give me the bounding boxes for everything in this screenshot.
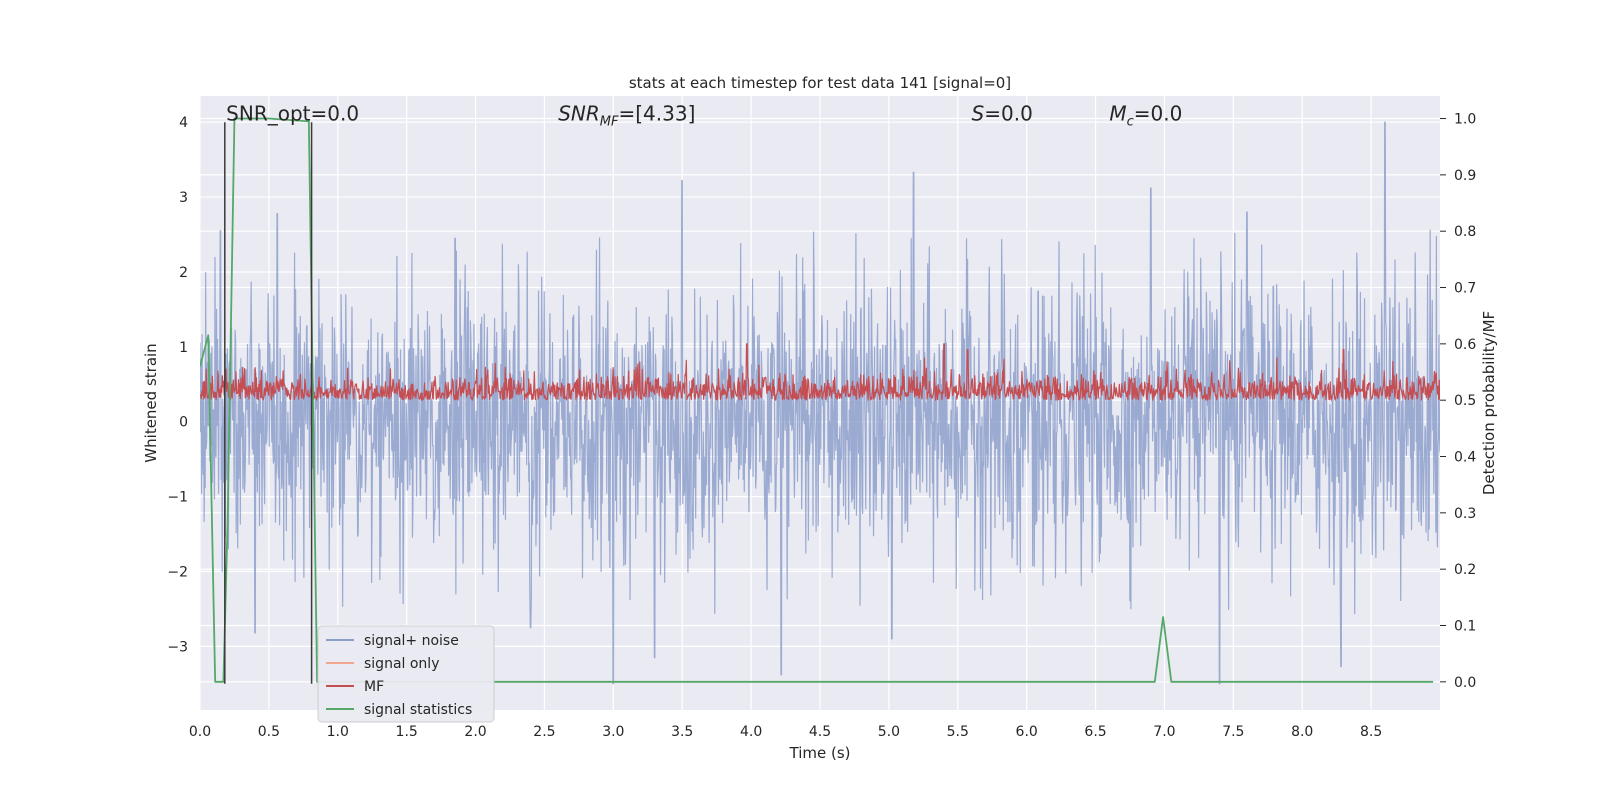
y2-tick-label: 0.7: [1454, 281, 1476, 297]
y2-tick-label: 0.2: [1454, 562, 1476, 578]
y-axis-label: Whitened strain: [142, 343, 160, 462]
y2-tick-label: 0.4: [1454, 450, 1476, 466]
x-tick-label: 2.0: [464, 724, 486, 740]
y2-tick-label: 0.0: [1454, 675, 1476, 691]
x-tick-label: 4.0: [740, 724, 762, 740]
x-tick-label: 8.5: [1360, 724, 1382, 740]
y2-tick-label: 0.8: [1454, 224, 1476, 240]
y2-tick-label: 1.0: [1454, 112, 1476, 128]
y-tick-label: −3: [167, 639, 188, 655]
y2-tick-label: 0.1: [1454, 619, 1476, 635]
annotation: Mc=0.0: [1109, 102, 1182, 130]
legend: signal+ noise signal only MF signal statist…: [317, 625, 495, 723]
x-tick-label: 5.5: [947, 724, 969, 740]
legend-entry: signal only: [364, 656, 439, 672]
legend-entry: MF: [364, 679, 384, 695]
x-tick-label: 3.0: [602, 724, 624, 740]
legend-box: [317, 625, 495, 723]
y2-tick-label: 0.5: [1454, 393, 1476, 409]
x-tick-label: 8.0: [1291, 724, 1313, 740]
x-tick-label: 0.0: [189, 724, 211, 740]
y2-tick-label: 0.3: [1454, 506, 1476, 522]
y2-tick-label: 0.6: [1454, 337, 1476, 353]
legend-entry: signal statistics: [364, 702, 472, 718]
x-tick-label: 5.0: [878, 724, 900, 740]
x-tick-label: 6.5: [1084, 724, 1106, 740]
y-tick-label: −1: [167, 490, 188, 506]
annotation: S=0.0: [972, 102, 1033, 126]
x-tick-label: 4.5: [809, 724, 831, 740]
y-tick-label: 1: [179, 340, 188, 356]
x-axis-label: Time (s): [789, 744, 851, 762]
x-tick-label: 1.5: [396, 724, 418, 740]
annotation: SNR_opt=0.0: [226, 102, 359, 126]
x-tick-label: 6.0: [1016, 724, 1038, 740]
annotation: SNRMF=[4.33]: [558, 102, 695, 130]
y-tick-label: 3: [179, 190, 188, 206]
chart-title: stats at each timestep for test data 141…: [629, 74, 1011, 92]
y-tick-label: 2: [179, 265, 188, 281]
y2-tick-label: 0.9: [1454, 168, 1476, 184]
x-tick-label: 7.5: [1222, 724, 1244, 740]
legend-entry: signal+ noise: [364, 633, 459, 649]
y-tick-label: 4: [179, 115, 188, 131]
x-tick-label: 3.5: [671, 724, 693, 740]
annotations: SNR_opt=0.0 SNRMF=[4.33] S=0.0 Mc=0.0: [226, 102, 1182, 130]
y-tick-label: −2: [167, 564, 188, 580]
y2-axis-label: Detection probability/MF: [1480, 311, 1498, 495]
series-mf-line: [200, 343, 1440, 401]
x-tick-label: 1.0: [327, 724, 349, 740]
y-tick-label: 0: [179, 415, 188, 431]
x-tick-label: 7.0: [1153, 724, 1175, 740]
series-signal-noise-line: [200, 121, 1440, 685]
x-tick-label: 2.5: [533, 724, 555, 740]
x-tick-label: 0.5: [258, 724, 280, 740]
series-signal-statistics-line: [200, 117, 1434, 683]
plot-area: [200, 117, 1440, 685]
